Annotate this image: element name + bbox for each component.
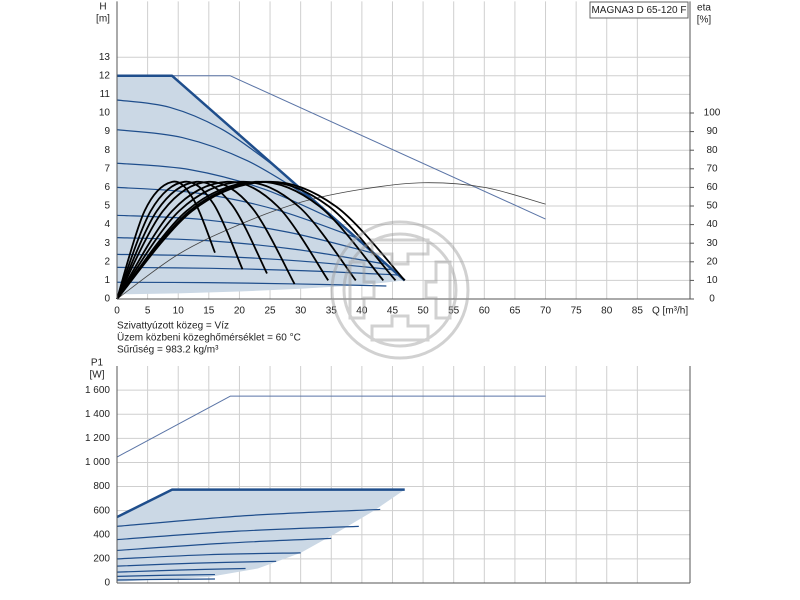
y2-tick-label: 80 <box>706 145 718 156</box>
y-tick-label: 1 400 <box>85 409 110 420</box>
curve <box>116 253 393 271</box>
y-tick-label: 1 600 <box>85 385 110 396</box>
y-tick-label: 5 <box>104 201 110 212</box>
y2-tick-label: 0 <box>709 294 715 305</box>
y-axis-unit: [m] <box>96 14 110 25</box>
y-tick-label: 11 <box>100 89 111 100</box>
y-tick-label: 13 <box>99 52 111 63</box>
y-axis-label: P1 <box>91 358 104 369</box>
x-tick-label: 75 <box>571 306 583 317</box>
curve <box>116 537 332 552</box>
x-tick-label: 65 <box>509 306 521 317</box>
x-tick-label: 30 <box>295 306 307 317</box>
plot-layer: 0 5 10 15 20 25 30 35 40 45 50 55 60 65 70 75 80 85012345… <box>85 1 721 589</box>
x-tick-label: 35 <box>326 306 338 317</box>
y-tick-label: 10 <box>99 108 111 119</box>
y2-axis-unit: [%] <box>697 15 712 26</box>
y-tick-label: 800 <box>93 481 110 492</box>
curve <box>116 395 546 458</box>
efficiency-curve <box>116 180 216 300</box>
y-tick-label: 8 <box>104 145 110 156</box>
y-axis-label: H <box>99 2 106 13</box>
curve <box>116 508 381 527</box>
y2-tick-label: 70 <box>706 163 718 174</box>
chart-title: MAGNA3 D 65-120 F <box>591 5 686 16</box>
annotation: Sűrűség = 983.2 kg/m³ <box>117 345 219 356</box>
y-tick-label: 1 <box>104 275 110 286</box>
title-box <box>589 1 689 19</box>
y-tick-label: 200 <box>93 554 110 565</box>
y2-axis-label: eta <box>697 3 711 14</box>
efficiency-curve <box>116 180 244 300</box>
x-tick-label: 5 <box>145 306 151 317</box>
y2-tick-label: 20 <box>706 256 718 267</box>
y-tick-label: 7 <box>104 163 110 174</box>
efficiency-curve <box>116 180 329 300</box>
curve <box>116 578 215 581</box>
curve <box>116 214 375 255</box>
y-tick-label: 6 <box>104 182 110 193</box>
curve <box>116 488 405 519</box>
x-tick-label: 80 <box>601 306 613 317</box>
curve <box>116 525 359 541</box>
y-tick-label: 1 200 <box>85 433 110 444</box>
y-tick-label: 9 <box>104 126 110 137</box>
y-tick-label: 0 <box>104 294 110 305</box>
annotation: Üzem közbeni közeghőmérséklet = 60 °C <box>117 332 301 344</box>
operating-area <box>117 489 405 582</box>
efficiency-curve <box>116 180 296 300</box>
efficiency-curve <box>116 180 268 300</box>
y2-tick-label: 90 <box>706 126 718 137</box>
curve <box>116 281 387 287</box>
curve <box>116 552 301 560</box>
x-tick-label: 0 <box>114 306 120 317</box>
curve <box>116 186 356 239</box>
y-tick-label: 12 <box>99 70 111 81</box>
curve <box>116 560 277 567</box>
x-tick-label: 20 <box>234 306 246 317</box>
x-tick-label: 15 <box>203 306 215 317</box>
y2-tick-label: 50 <box>706 201 718 212</box>
curve <box>116 573 215 577</box>
y-tick-label: 2 <box>104 256 110 267</box>
x-tick-label: 55 <box>448 306 460 317</box>
x-tick-label: 60 <box>479 306 491 317</box>
y2-tick-label: 40 <box>706 219 718 230</box>
x-tick-label: 25 <box>264 306 276 317</box>
x-tick-label: 40 <box>356 306 368 317</box>
curve <box>116 129 314 201</box>
y2-tick-label: 10 <box>706 275 718 286</box>
y-tick-label: 1 000 <box>85 457 110 468</box>
y-tick-label: 3 <box>104 238 110 249</box>
y-tick-label: 4 <box>104 219 110 230</box>
annotation: Szivattyúzott közeg = Víz <box>117 321 229 332</box>
curve <box>116 162 338 222</box>
efficiency-curve <box>116 182 546 300</box>
curve <box>116 99 277 168</box>
efficiency-curve <box>116 180 406 300</box>
y2-tick-label: 100 <box>704 108 721 119</box>
y2-tick-label: 60 <box>706 182 718 193</box>
y-axis-unit: [W] <box>90 370 105 381</box>
y2-tick-label: 30 <box>706 238 718 249</box>
efficiency-curve <box>116 180 357 300</box>
watermark-logo <box>330 220 470 360</box>
x-tick-label: 70 <box>540 306 552 317</box>
x-axis-label: Q [m³/h] <box>652 306 688 317</box>
curve <box>116 567 246 573</box>
x-tick-label: 85 <box>632 306 644 317</box>
y-tick-label: 400 <box>93 529 110 540</box>
x-tick-label: 50 <box>418 306 430 317</box>
y-tick-label: 0 <box>104 578 110 589</box>
y-tick-label: 600 <box>93 505 110 516</box>
x-tick-label: 45 <box>387 306 399 317</box>
x-tick-label: 10 <box>173 306 185 317</box>
